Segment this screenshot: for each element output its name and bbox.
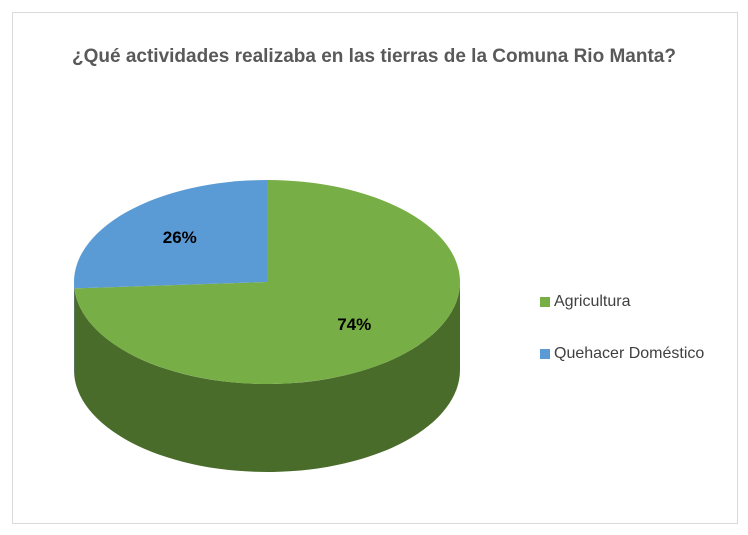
legend-swatch <box>540 349 550 359</box>
pie-slice <box>74 180 268 289</box>
pie-side <box>74 282 460 472</box>
chart-title: ¿Qué actividades realizaba en las tierra… <box>72 46 676 67</box>
legend-swatch <box>540 297 550 307</box>
data-label: 26% <box>163 228 197 247</box>
chart-frame <box>12 12 738 524</box>
pie-slice <box>74 180 461 384</box>
legend-label: Agricultura <box>554 293 631 310</box>
legend-label: Quehacer Doméstico <box>554 345 704 362</box>
data-label: 74% <box>337 315 371 334</box>
